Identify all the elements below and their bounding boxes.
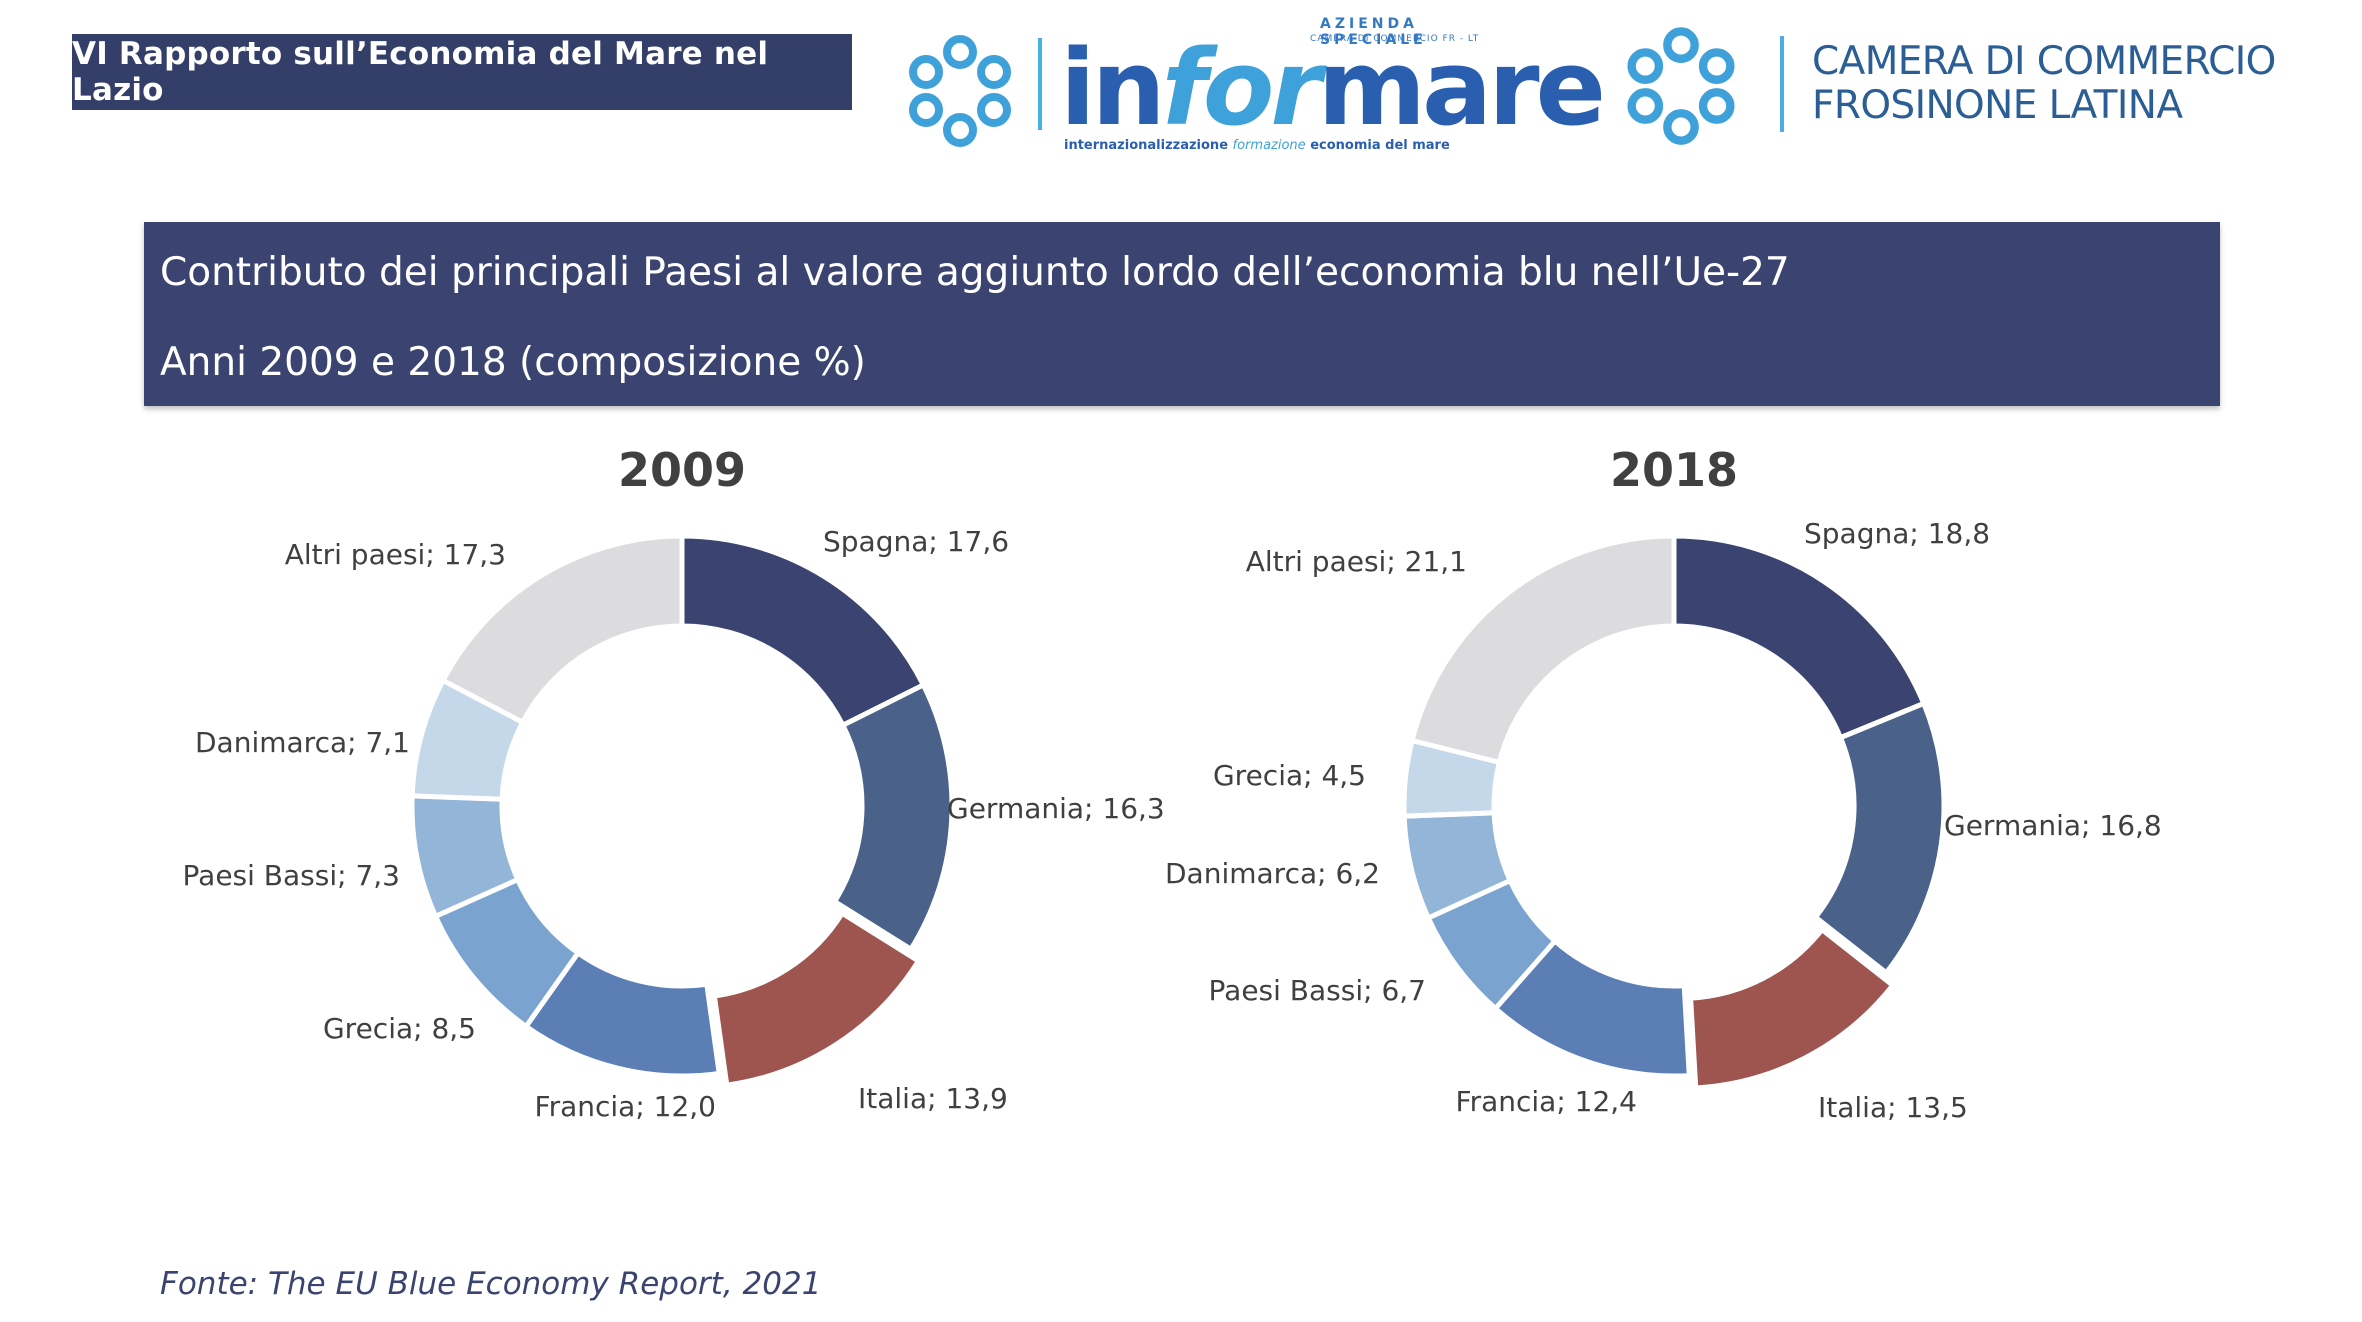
slice-label-2009-altri-paesi: Altri paesi; 17,3 — [285, 538, 506, 571]
informare-camera-text: CAMERA DI COMMERCIO FR - LT — [1310, 34, 1480, 44]
informare-azienda-text: AZIENDA SPECIALE — [1320, 16, 1427, 48]
slice-2009-altri-paesi — [439, 533, 685, 726]
donut-title-2018: 2018 — [1610, 443, 1738, 497]
slice-2018-germania — [1812, 700, 1947, 977]
slice-label-2009-francia: Francia; 12,0 — [535, 1090, 717, 1123]
slice-label-2018-spagna: Spagna; 18,8 — [1804, 517, 1990, 550]
slice-label-2009-grecia: Grecia; 8,5 — [323, 1012, 476, 1045]
report-tag: VI Rapporto sull’Economia del Mare nel L… — [72, 34, 852, 110]
informare-tagline: internazionalizzazione formazione econom… — [1064, 138, 1450, 153]
slice-label-2018-paesi-bassi: Paesi Bassi; 6,7 — [1209, 974, 1426, 1007]
informare-wordmark: informare — [1060, 27, 1606, 149]
slice-label-2018-francia: Francia; 12,4 — [1456, 1085, 1638, 1118]
source-note: Fonte: The EU Blue Economy Report, 2021 — [160, 1266, 822, 1302]
slice-label-2009-danimarca: Danimarca; 7,1 — [195, 726, 410, 759]
donut-title-2009: 2009 — [618, 443, 746, 497]
slice-2018-italia — [1688, 926, 1897, 1091]
slice-label-2018-grecia: Grecia; 4,5 — [1213, 759, 1366, 792]
camera-name: CAMERA DI COMMERCIO FROSINONE LATINA — [1812, 40, 2276, 128]
slice-label-2009-spagna: Spagna; 17,6 — [823, 525, 1009, 558]
camera-divider — [1780, 36, 1784, 132]
slice-2018-spagna — [1671, 533, 1928, 741]
slice-label-2018-altri-paesi: Altri paesi; 21,1 — [1246, 545, 1467, 578]
slice-label-2009-italia: Italia; 13,9 — [858, 1082, 1008, 1115]
slice-2009-germania — [831, 681, 955, 953]
informare-emblem-icon — [900, 30, 1020, 150]
camera-name-line1: CAMERA DI COMMERCIO — [1812, 39, 2276, 84]
camera-emblem-icon — [1618, 22, 1744, 148]
slice-label-2009-germania: Germania; 16,3 — [947, 792, 1165, 825]
chart-title: Contributo dei principali Paesi al valor… — [160, 250, 1790, 295]
slice-label-2009-paesi-bassi: Paesi Bassi; 7,3 — [183, 859, 400, 892]
slice-label-2018-danimarca: Danimarca; 6,2 — [1165, 857, 1380, 890]
slice-2018-altri-paesi — [1409, 533, 1677, 766]
slice-2009-spagna — [679, 533, 927, 729]
slice-label-2018-germania: Germania; 16,8 — [1944, 809, 2162, 842]
informare-divider — [1038, 38, 1042, 130]
slice-2009-italia — [711, 909, 922, 1088]
camera-name-line2: FROSINONE LATINA — [1812, 83, 2183, 128]
chart-title-box: Contributo dei principali Paesi al valor… — [144, 222, 2220, 406]
chart-subtitle: Anni 2009 e 2018 (composizione %) — [160, 340, 866, 385]
informare-logo: AZIENDA SPECIALE CAMERA DI COMMERCIO FR … — [1060, 14, 1606, 154]
slice-label-2018-italia: Italia; 13,5 — [1818, 1091, 1968, 1124]
